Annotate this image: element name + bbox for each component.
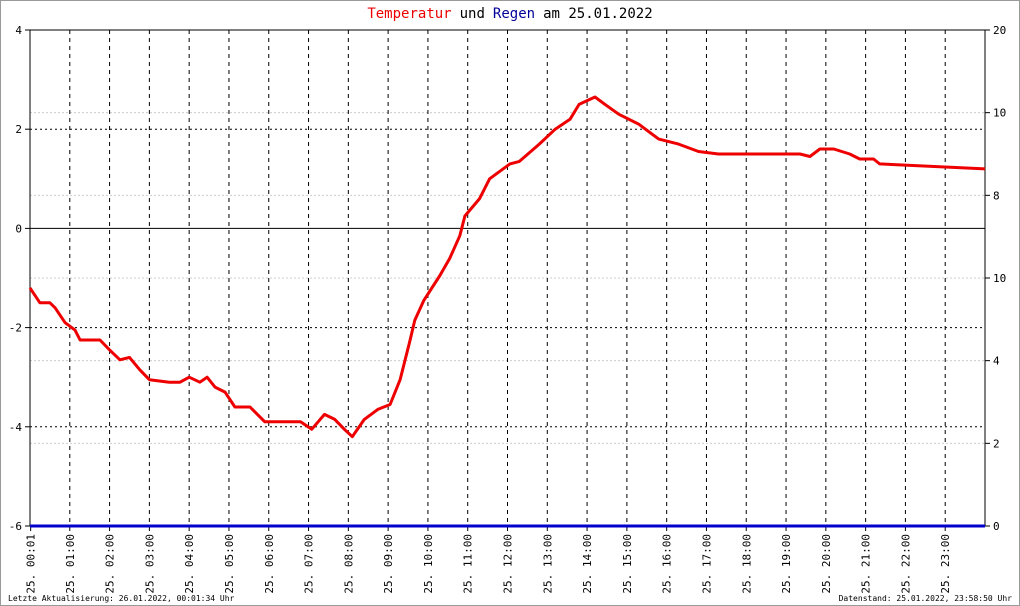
y-tick-label: 2 (15, 123, 22, 136)
x-tick-label: 25. 20:00 (820, 534, 833, 594)
title-part: Regen (493, 6, 535, 22)
chart-title: Temperatur und Regen am 25.01.2022 (367, 6, 652, 22)
x-tick-label: 25. 11:00 (462, 534, 475, 594)
x-tick-label: 25. 08:00 (342, 534, 355, 594)
y2-tick-label: 20 (993, 24, 1006, 37)
y2-tick-label: 0 (993, 520, 1000, 533)
x-tick-label: 25. 02:00 (104, 534, 117, 594)
title-part: und (460, 6, 485, 22)
x-tick-label: 25. 15:00 (621, 534, 634, 594)
x-tick-label: 25. 09:00 (382, 534, 395, 594)
y2-tick-label: 8 (993, 189, 1000, 202)
footer-right: Datenstand: 25.01.2022, 23:58:50 Uhr (839, 594, 1013, 603)
y2-tick-label: 10 (993, 272, 1006, 285)
x-tick-label: 25. 17:00 (700, 534, 713, 594)
x-tick-label: 25. 18:00 (740, 534, 753, 594)
x-tick-label: 25. 10:00 (422, 534, 435, 594)
x-tick-label: 25. 23:00 (939, 534, 952, 594)
x-tick-label: 25. 14:00 (581, 534, 594, 594)
x-tick-label: 25. 16:00 (661, 534, 674, 594)
y-tick-label: 0 (15, 222, 22, 235)
x-tick-label: 25. 13:00 (541, 534, 554, 594)
x-tick-label: 25. 00:01 (25, 534, 38, 594)
y-tick-label: -6 (9, 520, 22, 533)
x-tick-label: 25. 01:00 (64, 534, 77, 594)
x-tick-label: 25. 05:00 (223, 534, 236, 594)
y-tick-label: 4 (15, 24, 22, 37)
x-tick-label: 25. 07:00 (303, 534, 316, 594)
x-tick-label: 25. 06:00 (263, 534, 276, 594)
x-tick-label: 25. 04:00 (183, 534, 196, 594)
x-tick-label: 25. 22:00 (899, 534, 912, 594)
y-tick-label: -4 (9, 421, 23, 434)
x-tick-label: 25. 21:00 (860, 534, 873, 594)
y2-tick-label: 2 (993, 437, 1000, 450)
title-part: am 25.01.2022 (543, 6, 653, 22)
y2-tick-label: 4 (993, 355, 1000, 368)
series-line (28, 95, 986, 439)
x-tick-label: 25. 03:00 (143, 534, 156, 594)
y2-tick-label: 10 (993, 107, 1006, 120)
title-part: Temperatur (367, 6, 451, 22)
y-tick-label: -2 (9, 322, 22, 335)
x-tick-label: 25. 12:00 (502, 534, 515, 594)
x-tick-label: 25. 19:00 (780, 534, 793, 594)
footer-left: Letzte Aktualisierung: 26.01.2022, 00:01… (8, 594, 235, 603)
